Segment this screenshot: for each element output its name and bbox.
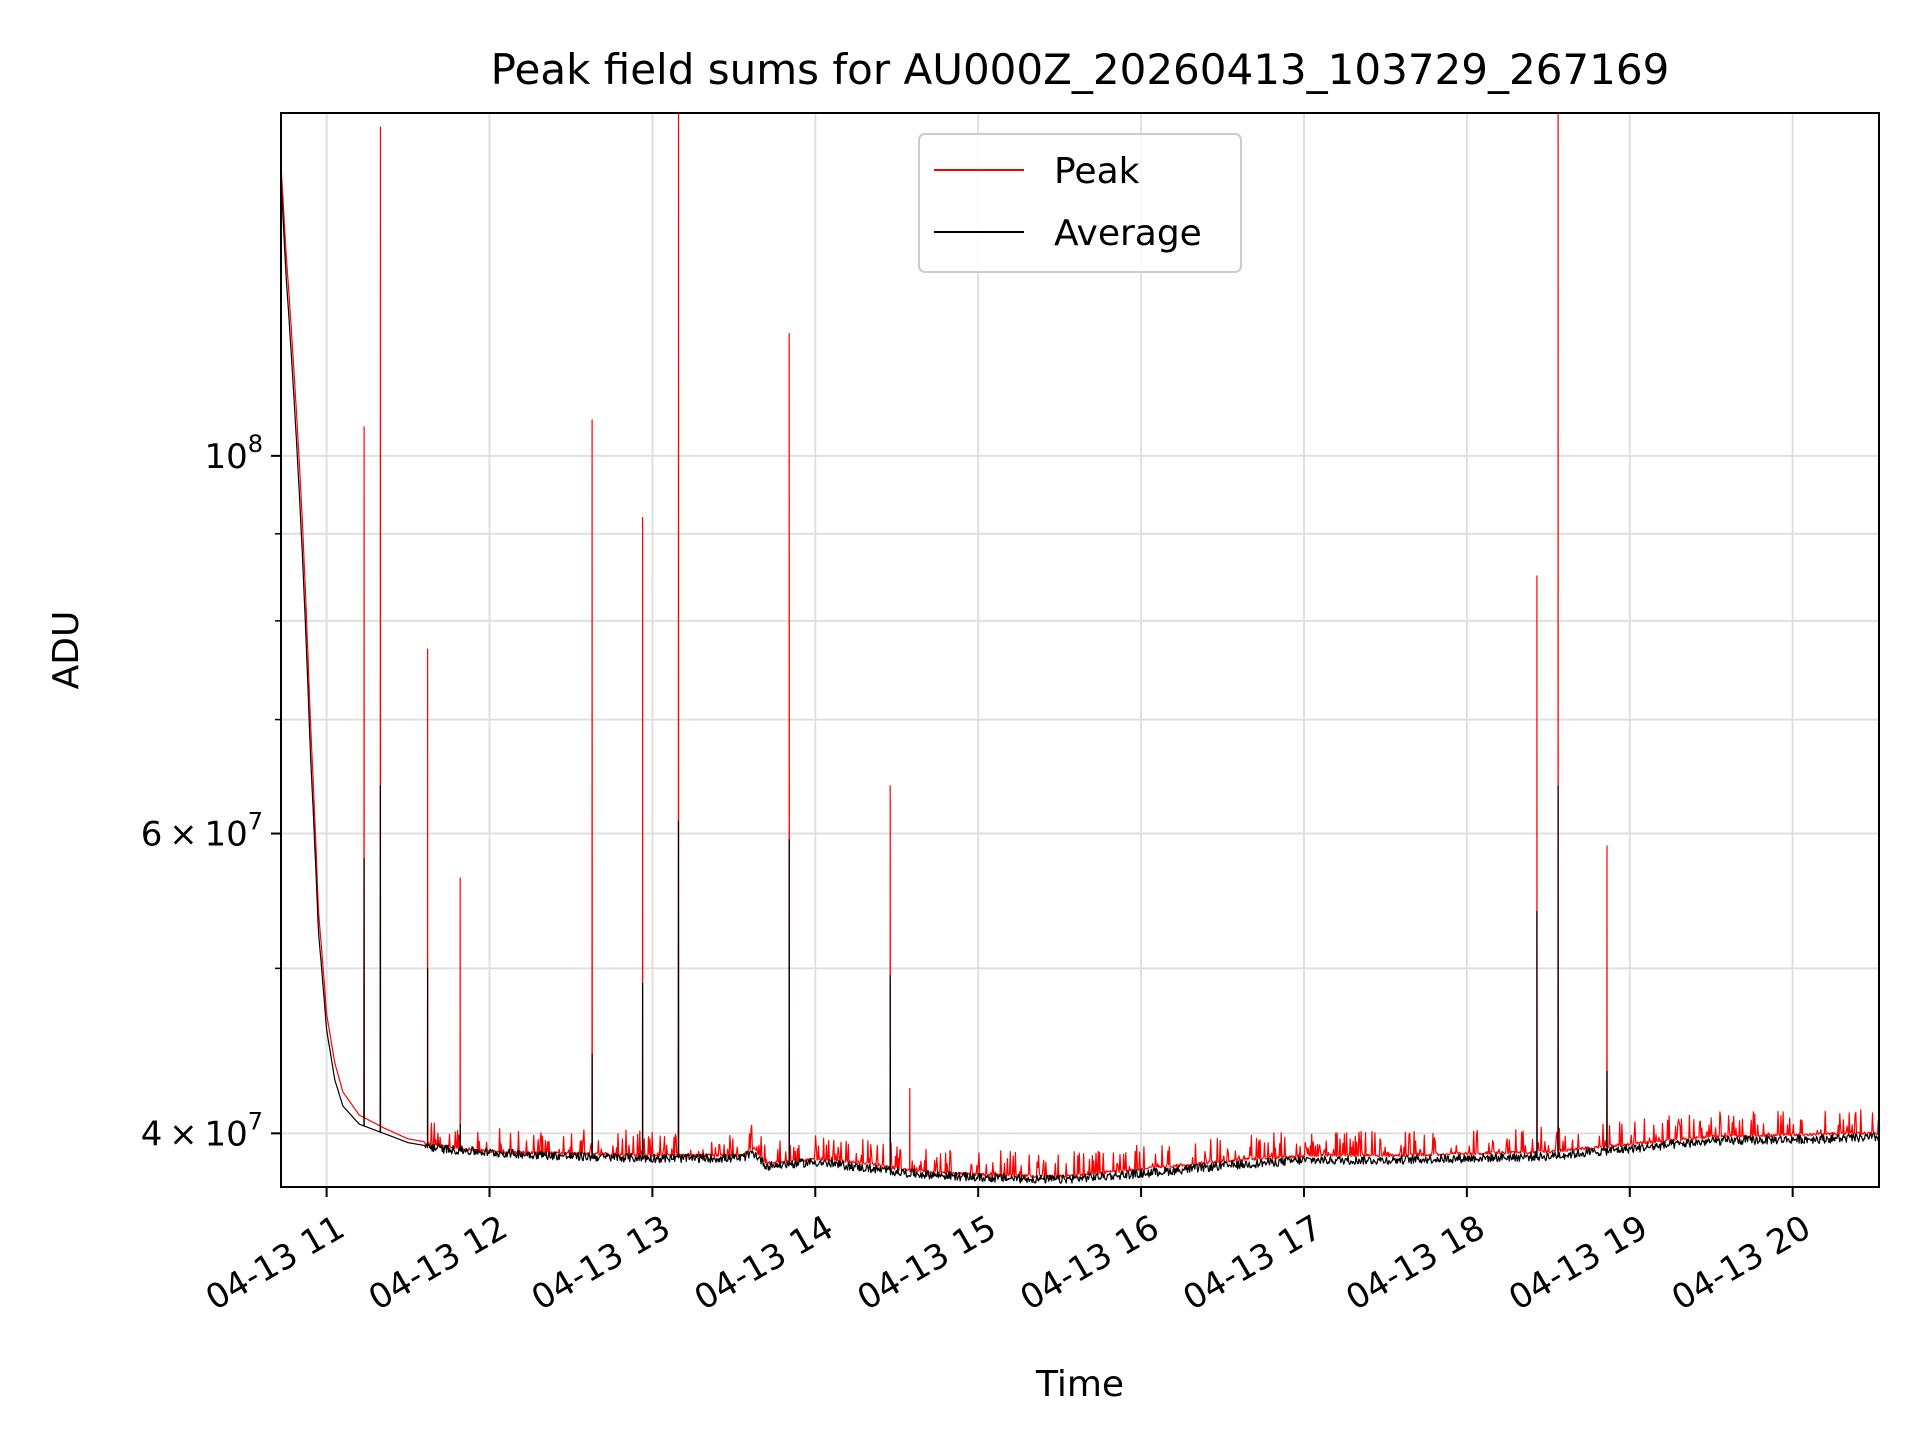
chart-title: Peak field sums for AU000Z_20260413_1037… — [491, 45, 1670, 94]
plot-frame — [280, 112, 1880, 1188]
legend-peak-label: Peak — [1054, 151, 1140, 192]
y-tick-label: 108 — [204, 430, 263, 477]
y-tick-label: 6 × 107 — [141, 808, 263, 855]
y-axis-label: ADU — [46, 611, 87, 690]
legend-average-label: Average — [1054, 213, 1202, 254]
grid — [281, 113, 1879, 1187]
series-layer — [280, 112, 1880, 1184]
y-tick-label: 4 × 107 — [141, 1107, 263, 1154]
legend: Peak Average — [918, 133, 1242, 273]
series-average-line — [280, 181, 1880, 1184]
legend-box — [918, 133, 1242, 273]
x-axis-label: Time — [1035, 1364, 1124, 1405]
